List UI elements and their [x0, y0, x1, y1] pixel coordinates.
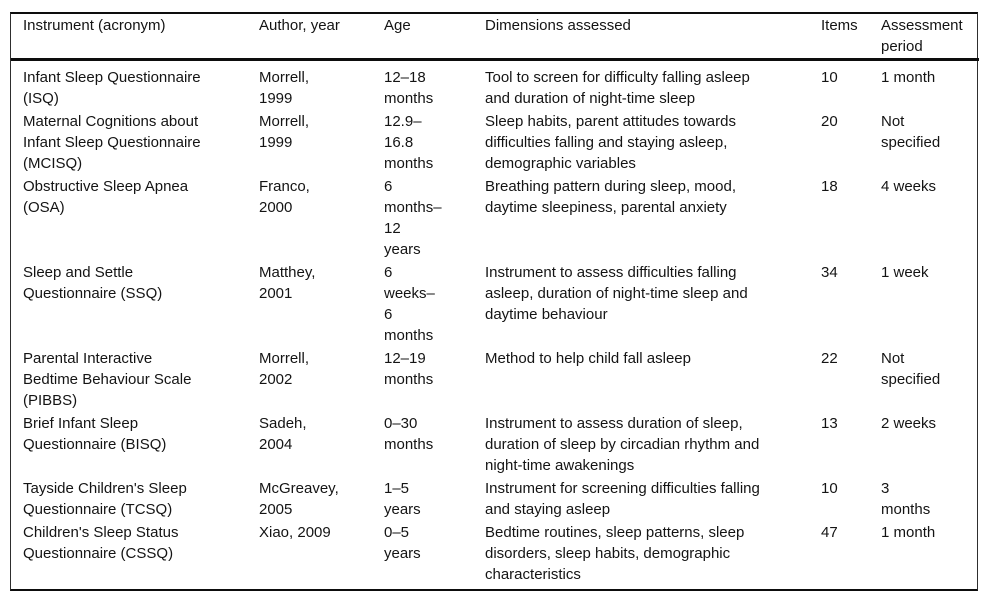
cell-age: 12–19 months: [384, 350, 434, 388]
table-row: Tayside Children's Sleep Questionnaire (…: [11, 477, 979, 521]
cell-age: 0–5 years: [384, 524, 421, 562]
header-row: Instrument (acronym) Author, year Age Di…: [11, 14, 979, 61]
table-row: Obstructive Sleep Apnea (OSA) Franco, 20…: [11, 175, 979, 261]
cell-period: 1 month: [881, 69, 936, 86]
cell-author: Xiao, 2009: [259, 524, 331, 541]
cell-dimensions: Tool to screen for difficulty falling as…: [485, 69, 750, 107]
cell-instrument: Sleep and Settle Questionnaire (SSQ): [23, 264, 163, 302]
cell-author: Morrell, 1999: [259, 113, 310, 151]
cell-age: 1–5 years: [384, 480, 421, 518]
cell-period: 1 week: [881, 264, 929, 281]
cell-items: 47: [821, 524, 838, 541]
cell-dimensions: Breathing pattern during sleep, mood, da…: [485, 178, 736, 216]
cell-age: 0–30 months: [384, 415, 434, 453]
cell-dimensions: Method to help child fall asleep: [485, 350, 691, 367]
cell-period: Not specified: [881, 113, 941, 151]
cell-instrument: Tayside Children's Sleep Questionnaire (…: [23, 480, 187, 518]
cell-items: 10: [821, 69, 838, 86]
table-header: Instrument (acronym) Author, year Age Di…: [11, 14, 979, 61]
cell-dimensions: Instrument for screening difficulties fa…: [485, 480, 760, 518]
cell-age: 12.9– 16.8 months: [384, 113, 434, 172]
cell-instrument: Infant Sleep Questionnaire (ISQ): [23, 69, 201, 107]
cell-items: 20: [821, 113, 838, 130]
column-header-items: Items: [821, 14, 881, 61]
instruments-table: Instrument (acronym) Author, year Age Di…: [11, 14, 979, 589]
cell-age: 6 months– 12 years: [384, 178, 442, 258]
cell-period: Not specified: [881, 350, 941, 388]
cell-author: McGreavey, 2005: [259, 480, 339, 518]
cell-instrument: Maternal Cognitions about Infant Sleep Q…: [23, 113, 201, 172]
cell-author: Sadeh, 2004: [259, 415, 307, 453]
table-row: Brief Infant Sleep Questionnaire (BISQ) …: [11, 412, 979, 477]
table-row: Children's Sleep Status Questionnaire (C…: [11, 521, 979, 589]
cell-author: Matthey, 2001: [259, 264, 316, 302]
cell-author: Franco, 2000: [259, 178, 310, 216]
cell-age: 6 weeks– 6 months: [384, 264, 435, 344]
cell-instrument: Children's Sleep Status Questionnaire (C…: [23, 524, 179, 562]
cell-instrument: Obstructive Sleep Apnea (OSA): [23, 178, 189, 216]
table-row: Infant Sleep Questionnaire (ISQ) Morrell…: [11, 60, 979, 111]
instruments-table-frame: Instrument (acronym) Author, year Age Di…: [10, 12, 979, 591]
cell-author: Morrell, 1999: [259, 69, 310, 107]
cell-items: 13: [821, 415, 838, 432]
column-header-author: Author, year: [259, 14, 384, 61]
cell-instrument: Parental Interactive Bedtime Behaviour S…: [23, 350, 192, 409]
column-header-age: Age: [384, 14, 485, 61]
cell-items: 22: [821, 350, 838, 367]
column-header-period: Assessment period: [881, 14, 979, 61]
cell-items: 18: [821, 178, 838, 195]
cell-age: 12–18 months: [384, 69, 434, 107]
cell-dimensions: Instrument to assess difficulties fallin…: [485, 264, 748, 323]
cell-period: 3 months: [881, 480, 931, 518]
cell-period: 2 weeks: [881, 415, 937, 432]
cell-items: 34: [821, 264, 838, 281]
table-row: Sleep and Settle Questionnaire (SSQ) Mat…: [11, 261, 979, 347]
cell-instrument: Brief Infant Sleep Questionnaire (BISQ): [23, 415, 167, 453]
column-header-dimensions: Dimensions assessed: [485, 14, 821, 61]
table-row: Maternal Cognitions about Infant Sleep Q…: [11, 110, 979, 175]
cell-items: 10: [821, 480, 838, 497]
cell-period: 1 month: [881, 524, 936, 541]
cell-dimensions: Sleep habits, parent attitudes towards d…: [485, 113, 736, 172]
table-body: Infant Sleep Questionnaire (ISQ) Morrell…: [11, 60, 979, 590]
table-row: Parental Interactive Bedtime Behaviour S…: [11, 347, 979, 412]
cell-dimensions: Bedtime routines, sleep patterns, sleep …: [485, 524, 745, 583]
cell-dimensions: Instrument to assess duration of sleep, …: [485, 415, 760, 474]
cell-author: Morrell, 2002: [259, 350, 310, 388]
cell-period: 4 weeks: [881, 178, 937, 195]
column-header-instrument: Instrument (acronym): [11, 14, 259, 61]
